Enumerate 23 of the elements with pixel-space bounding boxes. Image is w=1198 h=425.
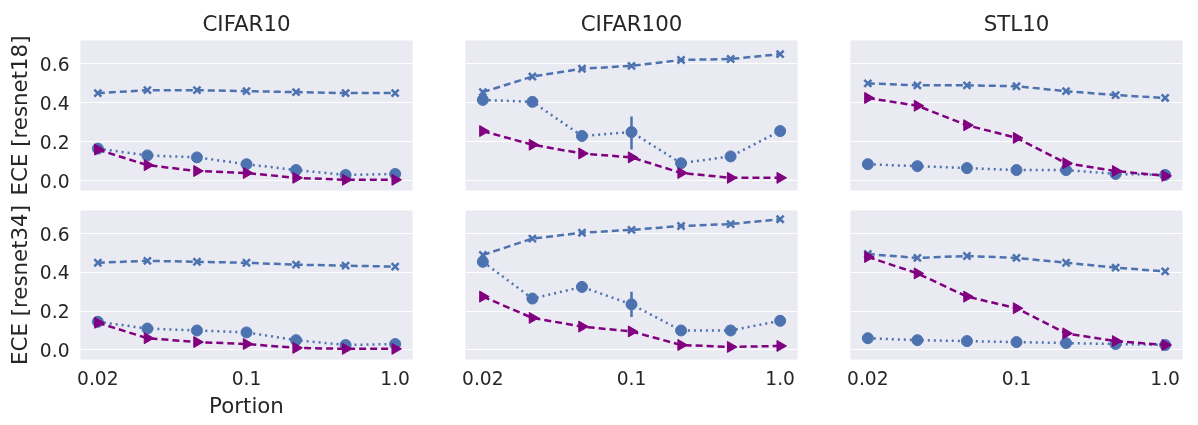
chart-title: CIFAR10	[202, 10, 291, 36]
chart-title: CIFAR100	[580, 10, 683, 36]
y-axis-title: ECE [resnet18]	[6, 35, 32, 196]
x-tick-label: 1.0	[1150, 367, 1180, 389]
x-tick-label: 0.1	[231, 367, 262, 389]
y-tick-label: 0.0	[39, 170, 70, 192]
y-tick-label: 0.4	[39, 92, 70, 114]
y-tick-label: 0.4	[39, 262, 70, 284]
y-tick-label: 0.6	[39, 223, 70, 245]
y-tick-label: 0.0	[39, 339, 70, 361]
x-tick-label: 0.02	[462, 367, 504, 389]
chart-title: STL10	[983, 10, 1050, 36]
y-tick-label: 0.2	[39, 301, 70, 323]
x-tick-label: 0.02	[77, 367, 119, 389]
y-axis-title: ECE [resnet34]	[6, 205, 32, 365]
x-tick-label: 1.0	[380, 367, 410, 389]
x-axis-title: Portion	[209, 392, 284, 418]
x-tick-label: 0.02	[847, 367, 889, 389]
y-tick-label: 0.6	[39, 53, 70, 75]
x-tick-label: 1.0	[765, 367, 795, 389]
x-tick-label: 0.1	[1001, 367, 1032, 389]
y-tick-label: 0.2	[39, 131, 70, 153]
x-tick-label: 0.1	[616, 367, 647, 389]
